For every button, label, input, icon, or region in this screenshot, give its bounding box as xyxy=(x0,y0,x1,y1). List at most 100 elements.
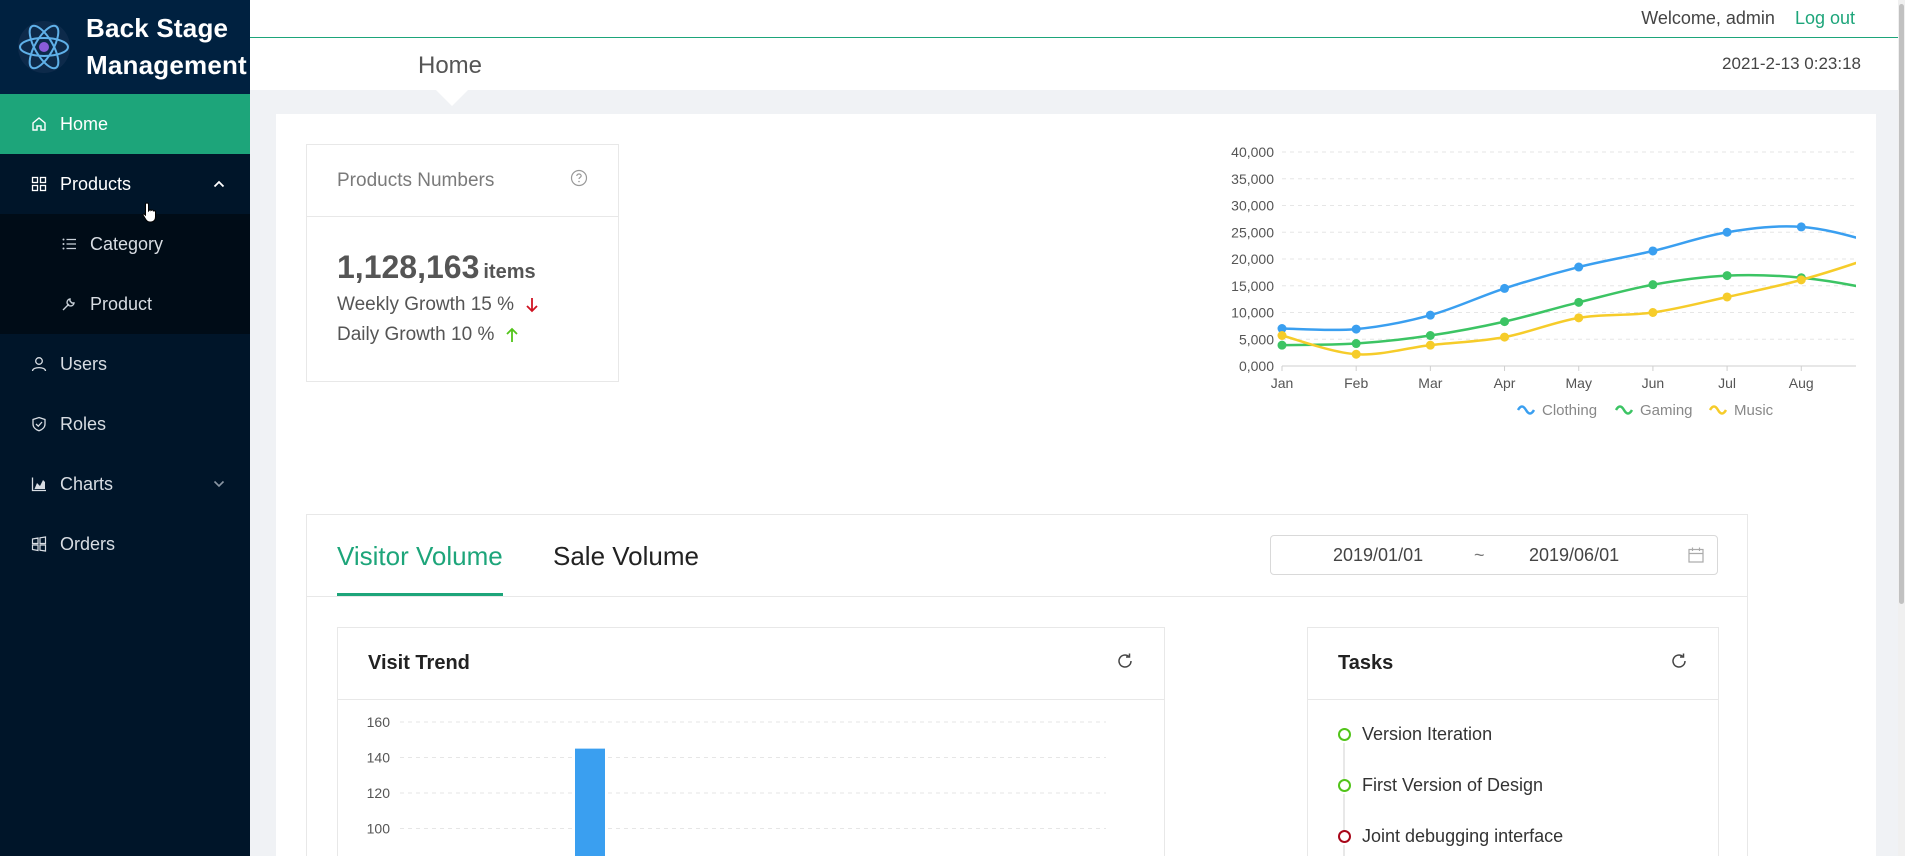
sidebar-item-product[interactable]: Product xyxy=(0,274,250,334)
bars-icon xyxy=(60,235,78,253)
calendar-icon xyxy=(1687,546,1705,569)
datetime: 2021-2-13 0:23:18 xyxy=(1722,54,1861,73)
data-point-clothing xyxy=(1648,246,1658,256)
weekly-growth-label: Weekly Growth 15 % xyxy=(337,294,515,315)
y-tick-label: 40,000 xyxy=(1231,144,1274,160)
sidebar-item-users[interactable]: Users xyxy=(0,334,250,394)
tab-visitor-volume[interactable]: Visitor Volume xyxy=(337,541,503,571)
timeline-label: Joint debugging interface xyxy=(1362,826,1564,846)
data-point-gaming xyxy=(1277,340,1287,350)
data-point-clothing xyxy=(1425,310,1435,320)
tool-icon xyxy=(60,295,78,313)
x-tick-label: May xyxy=(1566,375,1592,391)
range-end-input[interactable]: 2019/06/01 xyxy=(1529,545,1620,565)
date-range-picker[interactable]: 2019/01/01 ~ 2019/06/01 xyxy=(1270,535,1718,575)
tasks-title: Tasks xyxy=(1338,652,1394,674)
products-card-body: 1,128,163 items Weekly Growth 15 % Daily … xyxy=(307,217,618,346)
sidebar-item-roles[interactable]: Roles xyxy=(0,394,250,454)
tasks-timeline: Version Iteration First Version of Desig… xyxy=(1338,724,1563,856)
data-point-music xyxy=(1648,308,1658,317)
timeline-connector xyxy=(1343,794,1345,830)
data-point-music xyxy=(1425,340,1435,350)
x-tick-label: Feb xyxy=(1344,375,1368,391)
timeline-item: First Version of Design xyxy=(1338,775,1563,830)
legend-label: Music xyxy=(1734,402,1774,419)
chevron-up-icon xyxy=(210,175,228,193)
sidebar-item-charts[interactable]: Charts xyxy=(0,454,250,514)
data-point-clothing xyxy=(1796,222,1806,232)
x-tick-label: Jan xyxy=(1271,375,1294,391)
products-card-header: Products Numbers xyxy=(307,145,618,217)
timeline-item: Joint debugging interface xyxy=(1338,826,1563,856)
question-circle-icon[interactable] xyxy=(570,169,588,193)
legend-marker xyxy=(1516,405,1536,415)
sidebar-item-label: Category xyxy=(90,233,164,254)
sidebar-item-label: Orders xyxy=(60,533,116,554)
range-separator: ~ xyxy=(1474,545,1485,565)
products-count: 1,128,163 xyxy=(337,249,480,285)
tabs-bar: Visitor Volume Sale Volume 2019/01/01 ~ … xyxy=(307,515,1747,597)
tasks-header: Tasks xyxy=(1308,628,1718,700)
app-logo[interactable]: Back Stage Management xyxy=(0,0,250,94)
data-point-music xyxy=(1722,292,1732,302)
sidebar-item-category[interactable]: Category xyxy=(0,214,250,274)
reload-icon[interactable] xyxy=(1116,652,1134,676)
data-point-clothing xyxy=(1500,283,1510,293)
bar xyxy=(575,748,605,856)
title-pointer xyxy=(436,90,468,106)
products-card-title: Products Numbers xyxy=(337,169,495,191)
sidebar-item-label: Products xyxy=(60,173,132,194)
x-tick-label: Mar xyxy=(1418,375,1442,391)
chevron-down-icon xyxy=(210,475,228,493)
data-point-gaming xyxy=(1500,317,1510,327)
data-point-music xyxy=(1574,313,1584,323)
sidebar-item-label: Product xyxy=(90,293,153,314)
visit-trend-header: Visit Trend xyxy=(338,628,1164,700)
arrow-up-icon xyxy=(506,327,518,342)
area-chart-icon xyxy=(30,475,48,493)
logout-link[interactable]: Log out xyxy=(1794,8,1855,28)
arrow-down-icon xyxy=(526,298,538,313)
page-scrollbar[interactable] xyxy=(1898,0,1905,856)
products-numbers-card: Products Numbers 1,128,163 items Weekly G… xyxy=(306,144,619,382)
reload-icon[interactable] xyxy=(1670,652,1688,676)
sidebar-item-orders[interactable]: Orders xyxy=(0,514,250,574)
visit-bar-chart: 100 120 140 160 xyxy=(367,714,1106,856)
y-tick-label: 20,000 xyxy=(1231,251,1274,267)
sidebar-item-home[interactable]: Home xyxy=(0,94,250,154)
timeline-dot xyxy=(1338,779,1351,792)
home-icon xyxy=(30,115,48,133)
series-line-music xyxy=(1281,261,1856,356)
tab-sale-volume[interactable]: Sale Volume xyxy=(553,541,699,571)
range-start-input[interactable]: 2019/01/01 xyxy=(1333,545,1424,565)
user-icon xyxy=(30,355,48,373)
scrollbar-thumb[interactable] xyxy=(1899,4,1904,604)
y-tick-label: 0,000 xyxy=(1239,358,1274,374)
volume-tabs-card: Visitor Volume Sale Volume 2019/01/01 ~ … xyxy=(306,514,1748,856)
header-top: Welcome, admin Log out xyxy=(250,0,1905,38)
x-tick-label: Aug xyxy=(1789,375,1814,391)
products-count-row: 1,128,163 items xyxy=(337,249,588,286)
app-title: Back Stage Management xyxy=(86,13,247,80)
timeline-dot xyxy=(1338,830,1351,843)
sidebar: Back Stage Management Home Products Cate… xyxy=(0,0,250,856)
series-line-clothing xyxy=(1281,225,1856,332)
sidebar-item-label: Users xyxy=(60,353,108,374)
daily-growth-label: Daily Growth 10 % xyxy=(337,324,495,345)
data-point-music xyxy=(1351,349,1361,359)
sales-line-chart: 0,000 5,000 10,000 15,000 20,000 25,000 30,000… xyxy=(1231,144,1856,419)
sidebar-item-label: Charts xyxy=(60,473,114,494)
data-point-clothing xyxy=(1277,324,1287,334)
sidebar-item-products[interactable]: Products xyxy=(0,154,250,214)
y-tick-label: 5,000 xyxy=(1239,331,1274,347)
legend-label: Gaming xyxy=(1640,402,1693,419)
weekly-growth: Weekly Growth 15 % xyxy=(337,294,588,316)
sidebar-item-label: Roles xyxy=(60,413,107,434)
visit-trend-card: Visit Trend 100 120 140 160 xyxy=(337,627,1165,856)
legend-label: Clothing xyxy=(1542,402,1597,419)
legend-marker xyxy=(1708,405,1728,415)
y-tick-label: 120 xyxy=(367,785,391,801)
header: Welcome, admin Log out Home 2021-2-13 0:… xyxy=(250,0,1905,106)
data-point-music xyxy=(1796,275,1806,285)
page-title: Home xyxy=(418,52,483,79)
